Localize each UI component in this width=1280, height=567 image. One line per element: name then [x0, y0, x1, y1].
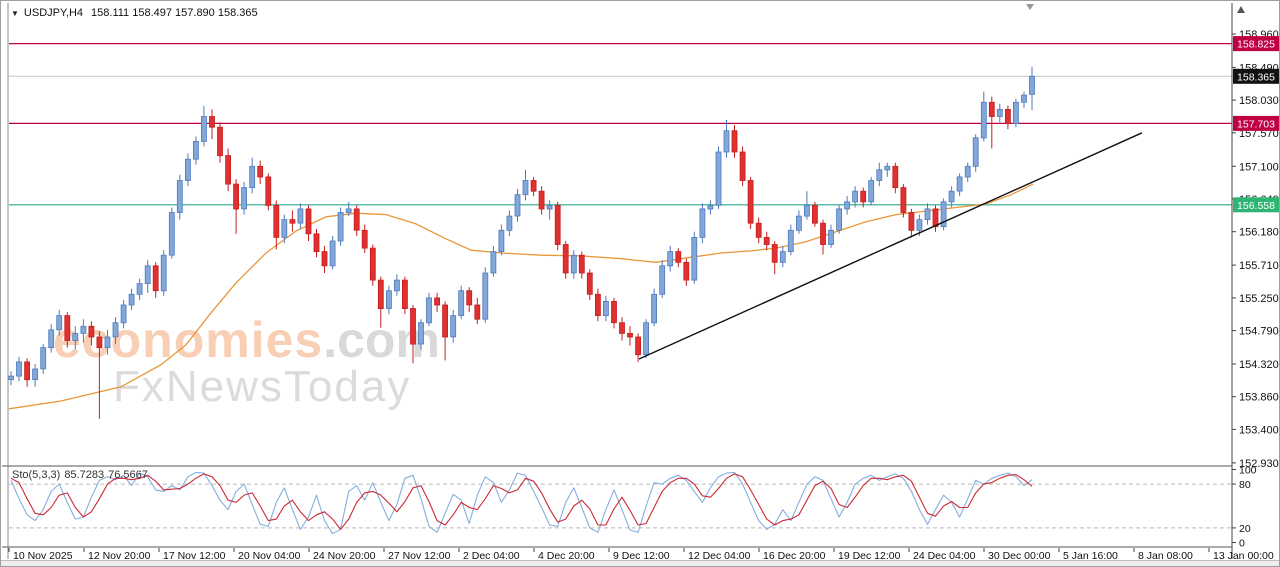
svg-text:9 Dec 12:00: 9 Dec 12:00 [613, 550, 670, 562]
svg-text:12 Nov 20:00: 12 Nov 20:00 [88, 550, 151, 562]
svg-text:10 Nov 2025: 10 Nov 2025 [13, 550, 73, 562]
svg-text:158.030: 158.030 [1239, 95, 1279, 107]
svg-text:16 Dec 20:00: 16 Dec 20:00 [763, 550, 826, 562]
price-badges: 158.825 158.365 157.703 156.558 [1233, 36, 1279, 213]
candles-layer[interactable] [8, 66, 1035, 419]
svg-text:24 Nov 20:00: 24 Nov 20:00 [313, 550, 376, 562]
svg-text:19 Dec 12:00: 19 Dec 12:00 [838, 550, 901, 562]
svg-text:30 Dec 00:00: 30 Dec 00:00 [988, 550, 1051, 562]
svg-text:0: 0 [1239, 538, 1245, 550]
watermark-tagline: FxNewsToday [113, 362, 412, 411]
stochastic-name: Sto(5,3,3) [12, 469, 61, 481]
svg-text:154.320: 154.320 [1239, 359, 1279, 371]
svg-text:156.558: 156.558 [1237, 200, 1275, 212]
svg-text:152.930: 152.930 [1239, 458, 1279, 470]
symbol-timeframe: USDJPY,H4 [23, 7, 84, 19]
window-bottom-edge [1, 560, 1279, 566]
scroll-arrow-icon[interactable] [1237, 6, 1245, 13]
svg-text:27 Nov 12:00: 27 Nov 12:00 [388, 550, 451, 562]
svg-text:20: 20 [1239, 523, 1251, 535]
svg-text:157.100: 157.100 [1239, 161, 1279, 173]
horizontal-level-lines[interactable] [9, 42, 1232, 206]
svg-text:13 Jan 00:00: 13 Jan 00:00 [1213, 550, 1274, 562]
svg-text:100: 100 [1239, 465, 1257, 477]
svg-text:158.365: 158.365 [1237, 71, 1275, 83]
ohlc-values: 158.111 158.497 157.890 158.365 [91, 7, 258, 19]
moving-average-line [8, 183, 1034, 410]
svg-text:80: 80 [1239, 479, 1251, 491]
svg-text:158.825: 158.825 [1237, 39, 1275, 51]
stochastic-d-line [10, 473, 1033, 530]
svg-text:155.710: 155.710 [1239, 260, 1279, 272]
svg-text:24 Dec 04:00: 24 Dec 04:00 [913, 550, 976, 562]
svg-text:17 Nov 12:00: 17 Nov 12:00 [163, 550, 226, 562]
dropdown-triangle-icon: ▼ [11, 9, 19, 18]
chart-shift-marker[interactable] [1026, 4, 1034, 10]
svg-text:154.790: 154.790 [1239, 326, 1279, 338]
trendline[interactable] [638, 132, 1143, 360]
svg-text:12 Dec 04:00: 12 Dec 04:00 [688, 550, 751, 562]
time-axis: 10 Nov 2025 12 Nov 20:00 17 Nov 12:00 20 No… [8, 548, 1274, 562]
svg-text:8 Jan 08:00: 8 Jan 08:00 [1138, 550, 1193, 562]
stochastic-k-line [10, 471, 1033, 535]
stochastic-k-value: 85.7283 [64, 469, 105, 481]
svg-text:2 Dec 04:00: 2 Dec 04:00 [463, 550, 520, 562]
svg-text:4 Dec 20:00: 4 Dec 20:00 [538, 550, 595, 562]
stochastic-panel[interactable]: 100 80 20 0 [9, 465, 1257, 550]
stochastic-label: Sto(5,3,3) 85.7283 76.5667 [12, 469, 152, 481]
symbol-ohlc-label: ▼ USDJPY,H4 158.111 158.497 157.890 158.36… [11, 7, 258, 19]
svg-text:155.250: 155.250 [1239, 293, 1279, 305]
svg-text:153.860: 153.860 [1239, 392, 1279, 404]
svg-text:157.703: 157.703 [1237, 118, 1275, 130]
svg-text:156.180: 156.180 [1239, 227, 1279, 239]
panel-separators [2, 3, 1232, 559]
svg-text:153.400: 153.400 [1239, 424, 1279, 436]
svg-text:5 Jan 16:00: 5 Jan 16:00 [1063, 550, 1118, 562]
svg-text:20 Nov 04:00: 20 Nov 04:00 [238, 550, 301, 562]
stochastic-d-value: 76.5667 [108, 469, 148, 481]
